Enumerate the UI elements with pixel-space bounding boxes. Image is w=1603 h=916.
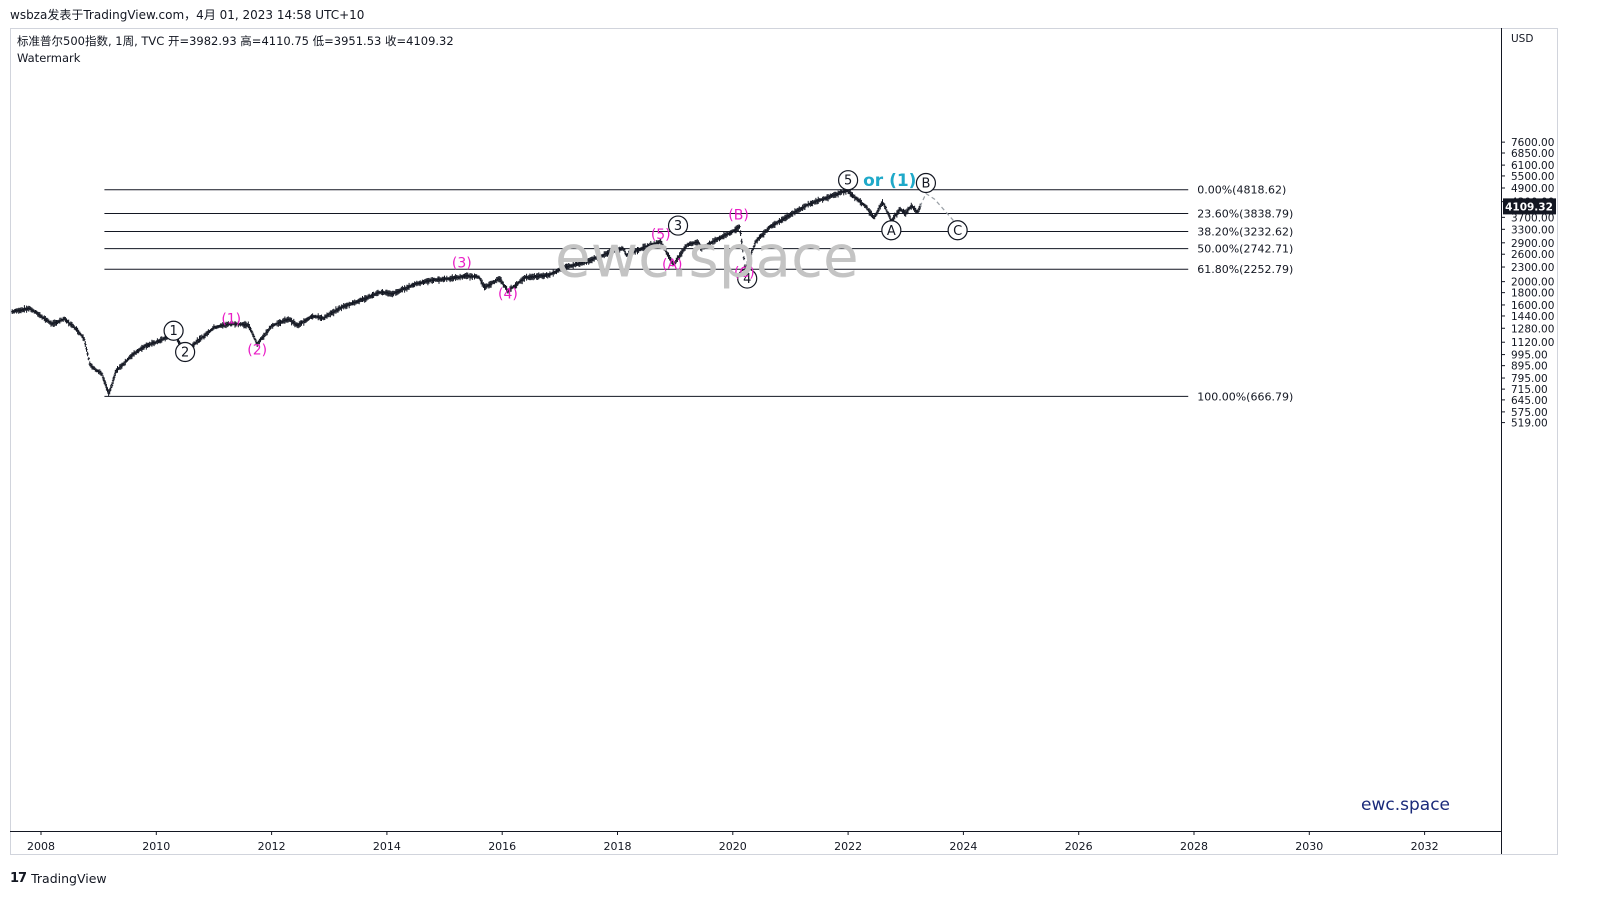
tradingview-logo-icon: 17: [10, 871, 27, 886]
price-tick-label: 3300.00: [1511, 224, 1554, 236]
price-tick-label: 1440.00: [1511, 311, 1554, 323]
wave-text: C: [953, 224, 962, 239]
wave-label-black: A: [881, 220, 902, 241]
wave-text: A: [887, 224, 896, 239]
price-tick-label: 995.00: [1511, 350, 1548, 362]
price-tick-label: 2000.00: [1511, 277, 1554, 289]
wave-circle: [667, 215, 689, 236]
price-tick-label: 575.00: [1511, 407, 1548, 419]
wave-label-pink: (2): [247, 343, 267, 359]
wave-circle: [881, 220, 902, 241]
price-tick-label: 3700.00: [1511, 212, 1554, 224]
time-tick-label: 2024: [949, 840, 977, 853]
wave-text: 1: [169, 324, 177, 339]
fib-level-label: 50.00%(2742.71): [1197, 243, 1293, 256]
wave-label-black: C: [947, 220, 968, 241]
wave-label-black: 4: [737, 268, 758, 289]
price-tick-label: 5500.00: [1511, 171, 1554, 183]
price-tick-label: 6850.00: [1511, 148, 1554, 160]
fib-level-label: 38.20%(3232.62): [1197, 225, 1293, 238]
price-tick-label: 6100.00: [1511, 160, 1554, 172]
time-tick-label: 2028: [1180, 840, 1208, 853]
projection-path: [919, 192, 959, 226]
wave-text: 3: [674, 219, 682, 234]
wave-label-black: B: [915, 172, 937, 194]
price-tick-label: 1120.00: [1511, 337, 1554, 349]
price-tick-label: 2600.00: [1511, 249, 1554, 261]
time-tick-label: 2022: [834, 840, 862, 853]
wave-circle: [737, 268, 758, 289]
wave-circle: [837, 170, 859, 191]
fib-level-label: 61.80%(2252.79): [1197, 263, 1293, 276]
wave-text: 5: [844, 174, 852, 189]
wave-label-pink: (A): [662, 257, 683, 273]
watermark-legend: Watermark: [17, 51, 81, 65]
wave-label-pink: (B): [728, 208, 749, 224]
wave-label-black: 1: [163, 320, 184, 341]
time-tick-label: 2014: [373, 840, 401, 853]
price-tick-label: 4900.00: [1511, 183, 1554, 195]
price-tick-label: 2300.00: [1511, 262, 1554, 274]
time-tick-label: 2032: [1411, 840, 1439, 853]
wave-circle: [163, 320, 184, 341]
tradingview-footer[interactable]: 17 TradingView: [10, 871, 107, 886]
time-tick-label: 2008: [27, 840, 55, 853]
wave-label-black: 3: [667, 215, 689, 236]
time-tick-label: 2012: [258, 840, 286, 853]
last-price-label: 4109.32: [1505, 201, 1553, 213]
wave-label-pink: (1): [221, 311, 241, 327]
wave-label-black: 2: [175, 341, 196, 363]
wave-text: B: [921, 177, 930, 192]
price-tick-label: 1800.00: [1511, 288, 1554, 300]
price-tick-label: 1600.00: [1511, 300, 1554, 312]
time-tick-label: 2010: [142, 840, 170, 853]
chart-svg[interactable]: 0.00%(4818.62) 23.60%(3838.79) 38.20%(3232…: [10, 28, 1558, 888]
last-price-badge: [1503, 198, 1556, 215]
currency-label: USD: [1511, 33, 1533, 45]
wave-text: 2: [181, 345, 189, 360]
wave-circle: [175, 341, 196, 363]
price-tick-label: 715.00: [1511, 384, 1548, 396]
watermark-corner: ewc.space: [1361, 795, 1450, 815]
time-tick-label: 2030: [1295, 840, 1323, 853]
time-tick-label: 2016: [488, 840, 516, 853]
wave-label-pink: (C): [734, 265, 755, 281]
wave-circle: [915, 172, 937, 194]
time-tick-label: 2020: [719, 840, 747, 853]
wave-label-pink: (4): [498, 287, 518, 303]
chart-border: [10, 28, 1558, 855]
price-tick-label: 895.00: [1511, 361, 1548, 373]
fib-level-label: 0.00%(4818.62): [1197, 184, 1286, 197]
wave-label-alt: or (1): [863, 171, 916, 191]
chart-frame[interactable]: 0.00%(4818.62) 23.60%(3838.79) 38.20%(3232…: [10, 28, 1558, 888]
wave-text: 4: [743, 272, 751, 287]
price-bars: [11, 187, 922, 397]
price-tick-label: 645.00: [1511, 395, 1548, 407]
wave-circle: [947, 220, 968, 241]
fib-level-label: 100.00%(666.79): [1197, 390, 1293, 403]
price-tick-label: 1280.00: [1511, 323, 1554, 335]
price-tick-label: 2900.00: [1511, 238, 1554, 250]
symbol-legend: 标准普尔500指数, 1周, TVC 开=3982.93 高=4110.75 低…: [17, 33, 454, 65]
price-tick-label: 795.00: [1511, 373, 1548, 385]
price-tick-label: 519.00: [1511, 418, 1548, 430]
wave-label-black: 5: [837, 170, 859, 191]
wave-label-pink: (5): [651, 227, 671, 243]
publisher-header: wsbza发表于TradingView.com，4月 01, 2023 14:5…: [10, 8, 365, 22]
watermark-center: ewc.space: [555, 223, 859, 291]
time-tick-label: 2026: [1065, 840, 1093, 853]
time-tick-label: 2018: [604, 840, 632, 853]
wave-label-pink: (3): [452, 255, 472, 271]
tradingview-brand: TradingView: [31, 871, 107, 886]
price-tick-label: 7600.00: [1511, 137, 1554, 149]
symbol-legend-ohlc: 标准普尔500指数, 1周, TVC 开=3982.93 高=4110.75 低…: [17, 34, 454, 48]
fib-level-label: 23.60%(3838.79): [1197, 208, 1293, 221]
